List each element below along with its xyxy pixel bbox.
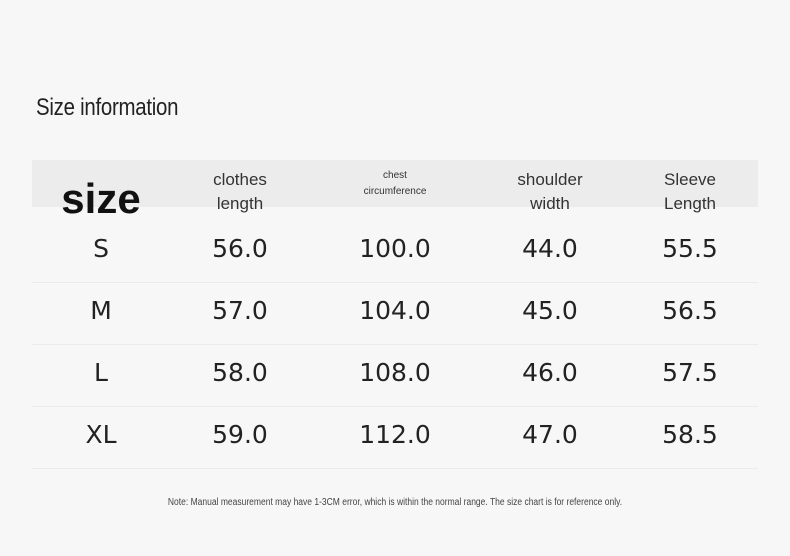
note: Note: Manual measurement may have 1-3CM …: [167, 497, 623, 508]
header-line: chest: [383, 170, 407, 181]
table-cell: M: [90, 296, 112, 325]
table-cell: 59.0: [212, 420, 268, 449]
table-cell: 100.0: [359, 234, 431, 263]
table-cell: 56.5: [662, 296, 718, 325]
row-separator: [32, 282, 758, 283]
header-cell: Sleeve Length: [610, 168, 770, 216]
table-cell: XL: [85, 420, 117, 449]
header-cell: clothes length: [160, 168, 320, 216]
table-cell: 58.5: [662, 420, 718, 449]
header-line: width: [530, 194, 570, 213]
table-cell: 45.0: [522, 296, 578, 325]
table-cell: 57.5: [662, 358, 718, 387]
row-separator: [32, 406, 758, 407]
header-line: length: [216, 194, 264, 213]
header-line: Length: [664, 194, 716, 213]
table-cell: 56.0: [212, 234, 268, 263]
table-cell: 58.0: [212, 358, 268, 387]
table-cell: 108.0: [359, 358, 431, 387]
row-separator: [32, 344, 758, 345]
header-line: Sleeve: [664, 170, 716, 189]
table-cell: L: [94, 358, 108, 387]
header-line: circumference: [363, 186, 427, 197]
table-cell: 112.0: [359, 420, 431, 449]
table-cell: 55.5: [662, 234, 718, 263]
header-line: shoulder: [517, 170, 583, 189]
table-cell: 57.0: [212, 296, 268, 325]
table-cell: 46.0: [522, 358, 578, 387]
header-line: clothes: [213, 170, 267, 189]
table-cell: 104.0: [359, 296, 431, 325]
table-cell: S: [93, 234, 109, 263]
table-cell: 47.0: [522, 420, 578, 449]
header-cell: size: [21, 178, 181, 220]
header-band: [32, 160, 758, 207]
title: Size information: [36, 94, 179, 121]
table-cell: 44.0: [522, 234, 578, 263]
row-separator: [32, 468, 758, 469]
header-line: size: [61, 175, 141, 222]
header-cell: chest circumference: [315, 168, 475, 200]
header-cell: shoulder width: [470, 168, 630, 216]
